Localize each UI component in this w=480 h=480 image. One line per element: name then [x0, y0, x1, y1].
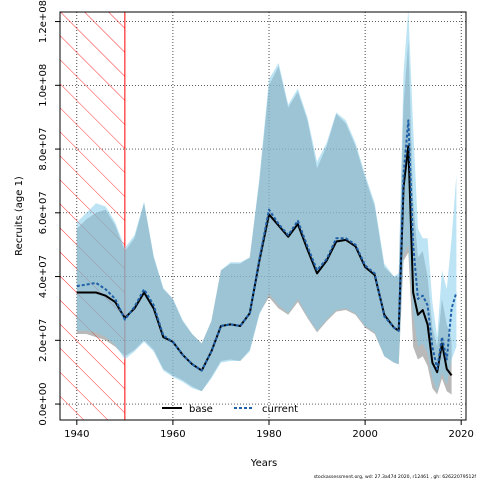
series-lines	[76, 119, 458, 376]
x-tick-label-2000: 2000	[352, 429, 377, 440]
y-tick-label-4: 8.0e+07	[38, 127, 49, 170]
line-base	[76, 144, 453, 376]
y-tick-label-2: 4.0e+07	[38, 255, 49, 298]
band-current	[76, 12, 457, 392]
y-tick-label-6: 1.2e+08	[38, 0, 49, 43]
y-tick-label-1: 2.0e+07	[38, 319, 49, 362]
line-current	[76, 119, 458, 372]
x-tick-label-1960: 1960	[160, 429, 185, 440]
x-axis: 1940 1960 1980 2000 2020	[64, 420, 474, 440]
y-tick-label-0: 0.0e+00	[38, 382, 49, 425]
legend-base-label: base	[189, 404, 213, 415]
x-tick-label-1980: 1980	[256, 429, 281, 440]
y-axis-title: Recruits (age 1)	[14, 176, 25, 256]
legend-current-label: current	[262, 404, 298, 415]
y-axis: 0.0e+00 2.0e+07 4.0e+07 6.0e+07 8.0e+07 1.0e+…	[38, 0, 60, 426]
confidence-bands	[76, 12, 457, 395]
plot-frame	[59, 11, 467, 421]
y-tick-label-3: 6.0e+07	[38, 191, 49, 234]
x-tick-label-2020: 2020	[448, 429, 473, 440]
footer-text: stockassessment.org, wd: 27.3a47d 2020, …	[314, 474, 477, 480]
x-axis-title: Years	[250, 458, 277, 469]
y-tick-label-5: 1.0e+08	[38, 64, 49, 107]
x-tick-label-1940: 1940	[64, 429, 89, 440]
legend: base current	[162, 404, 298, 415]
